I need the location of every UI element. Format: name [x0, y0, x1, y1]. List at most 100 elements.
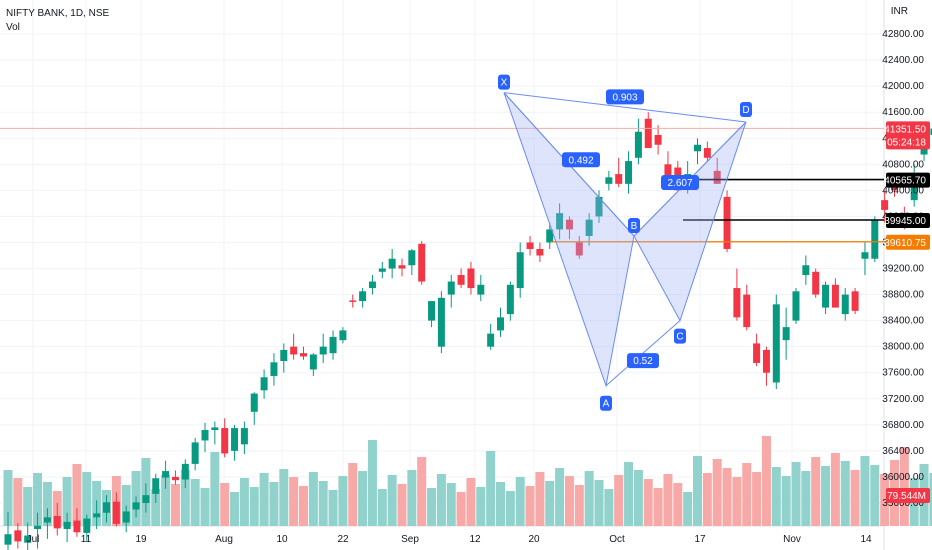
candle-body: [831, 284, 839, 308]
candle-body: [782, 327, 790, 341]
point-label-c: C: [676, 332, 683, 343]
candle-body: [447, 281, 455, 295]
volume-bar: [604, 489, 614, 526]
volume-bar: [121, 485, 131, 526]
candle-body: [605, 177, 613, 184]
price-tag-value: 79.544M: [887, 491, 926, 502]
volume-bar: [929, 473, 932, 526]
candle-body: [694, 144, 701, 152]
candle-body: [753, 343, 761, 363]
volume-bar: [850, 470, 860, 526]
candle-body: [152, 478, 160, 494]
volume-bar: [427, 488, 437, 526]
volume-bar: [564, 476, 574, 526]
candle-body: [83, 518, 91, 533]
time-tick-label: Jul: [27, 534, 40, 545]
volume-bar: [230, 492, 240, 526]
volume-bar: [62, 477, 72, 526]
volume-bar: [811, 457, 821, 526]
volume-bar: [515, 477, 525, 526]
volume-bar: [791, 462, 801, 526]
price-tag-line: [886, 234, 930, 250]
candle-body: [359, 291, 367, 302]
volume-bar: [33, 473, 43, 526]
volume-bar: [693, 456, 702, 526]
candle-body: [378, 268, 386, 272]
volume-bar: [190, 479, 200, 526]
candle-body: [437, 297, 445, 347]
candle-body: [713, 170, 721, 184]
candle-body: [63, 521, 71, 530]
point-label-x: X: [501, 78, 508, 89]
volume-bar: [338, 476, 348, 526]
volume-bar: [387, 475, 397, 526]
candle-body: [812, 271, 820, 295]
time-tick-label: 11: [81, 534, 92, 545]
time-tick-label: 20: [528, 534, 540, 545]
time-tick-label: Sep: [401, 534, 419, 545]
volume-bar: [752, 472, 762, 526]
volume-bar: [870, 465, 880, 526]
candle-body: [428, 301, 436, 321]
ratio-label: 0.492: [568, 155, 593, 166]
candle-body: [644, 118, 652, 149]
pattern-line: [503, 92, 747, 123]
candle-body: [132, 502, 140, 510]
volume-bar: [722, 468, 732, 526]
price-tick-label: 38800.00: [882, 290, 924, 301]
time-tick-label: 22: [337, 534, 349, 545]
point-label-bg: [498, 74, 510, 90]
candle-body: [53, 516, 61, 529]
price-tick-label: 36000.00: [882, 472, 924, 483]
candle-body: [250, 393, 258, 412]
ratio-label: 0.52: [633, 356, 653, 367]
volume-bar: [82, 472, 92, 526]
point-label-bg: [628, 217, 640, 233]
volume-bar: [535, 472, 545, 526]
price-tick-label: 39200.00: [882, 264, 924, 275]
volume-bar: [358, 471, 368, 526]
point-label-bg: [600, 395, 612, 411]
time-tick-label: Aug: [215, 534, 233, 545]
volume-bar: [328, 490, 338, 526]
candle-body: [497, 317, 504, 331]
candle-body: [418, 243, 426, 282]
price-tick-label: 35600.00: [882, 498, 924, 509]
candle-body: [93, 513, 101, 518]
volume-bar: [840, 461, 850, 526]
candle-body: [34, 525, 42, 530]
candle-body: [290, 346, 298, 355]
price-tick-label: 37600.00: [882, 368, 924, 379]
candle-body: [546, 229, 554, 243]
volume-bar: [220, 483, 230, 526]
volume-bar: [299, 486, 308, 526]
candle-body: [329, 336, 337, 354]
candle-body: [634, 131, 642, 158]
price-tick-label: 38000.00: [882, 342, 924, 353]
candle-body: [723, 196, 731, 249]
volume-bar: [210, 452, 220, 526]
ratio-label: 0.903: [612, 92, 637, 103]
candle-body: [339, 330, 347, 341]
candle-body: [871, 219, 879, 259]
volume-bar: [308, 472, 318, 526]
candle-body: [703, 148, 711, 158]
candle-body: [762, 349, 770, 373]
price-tick-label: 40400.00: [882, 185, 924, 196]
candle-body: [575, 242, 583, 256]
volume-bar: [476, 487, 486, 526]
candle-body: [162, 471, 170, 478]
candle-body: [388, 258, 396, 269]
time-tick-label: 10: [276, 534, 288, 545]
volume-bar: [683, 492, 693, 526]
volume-bar: [23, 487, 33, 526]
candle-body: [211, 427, 219, 431]
time-tick-label: Oct: [609, 534, 625, 545]
candle-body: [625, 161, 633, 184]
candle-body: [457, 275, 465, 285]
volume-bar: [200, 488, 210, 526]
candle-body: [565, 219, 573, 230]
ratio-label-bg: [606, 89, 644, 105]
